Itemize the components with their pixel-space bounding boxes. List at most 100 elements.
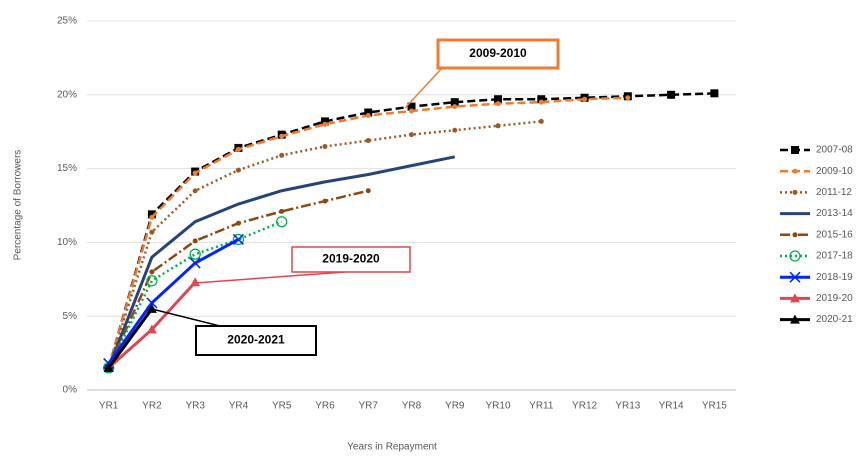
annotation-text: 2019-2020 (322, 252, 380, 266)
marker (538, 99, 544, 105)
legend-label: 2011-12 (816, 187, 852, 198)
marker (452, 104, 458, 110)
x-tick-label: YR10 (486, 401, 511, 412)
x-tick-label: YR15 (702, 401, 727, 412)
y-tick-label: 0% (63, 385, 78, 396)
x-tick-label: YR5 (272, 401, 292, 412)
marker (494, 95, 503, 104)
y-axis-label: Percentage of Borrowers (13, 150, 24, 261)
marker (538, 118, 544, 124)
x-tick-label: YR11 (529, 401, 554, 412)
marker (450, 98, 459, 107)
x-axis-label: Years in Repayment (347, 442, 437, 453)
y-tick-label: 20% (57, 89, 77, 100)
y-tick-label: 5% (63, 311, 78, 322)
legend-marker (789, 250, 801, 262)
legend-marker (790, 314, 800, 324)
x-tick-label: YR12 (572, 401, 597, 412)
marker (537, 95, 546, 104)
marker (322, 121, 328, 127)
marker (625, 95, 631, 101)
legend-marker (789, 271, 801, 283)
marker (365, 138, 371, 144)
annotation-text: 2009-2010 (469, 46, 527, 60)
marker (365, 188, 371, 194)
annotation-box (436, 38, 560, 70)
marker (192, 238, 198, 244)
marker (322, 143, 328, 149)
marker (190, 277, 201, 287)
marker (407, 102, 416, 111)
series-line (107, 120, 542, 369)
marker (582, 96, 588, 102)
x-tick-label: YR7 (359, 401, 379, 412)
annotation-text: 2020-2021 (227, 333, 285, 347)
marker (279, 208, 285, 214)
series-line (107, 155, 456, 369)
annotation-box (195, 325, 317, 356)
marker (322, 198, 328, 204)
x-tick-label: YR1 (99, 401, 119, 412)
marker (146, 303, 157, 313)
marker (409, 108, 414, 114)
annotation-arrow (194, 271, 346, 284)
y-tick-label: 25% (57, 16, 77, 27)
legend-label: 2009-10 (816, 166, 853, 177)
x-tick-label: YR14 (659, 401, 684, 412)
legend-marker (791, 146, 799, 154)
marker (495, 101, 501, 107)
marker (710, 89, 719, 98)
legend-label: 2017-18 (816, 251, 853, 262)
marker (452, 127, 458, 133)
x-tick-label: YR9 (445, 401, 465, 412)
marker (235, 167, 241, 173)
marker (235, 146, 241, 152)
marker (232, 233, 244, 245)
legend-label: 2018-19 (816, 272, 853, 283)
y-tick-label: 15% (57, 163, 77, 174)
legend-label: 2007-08 (816, 145, 853, 156)
legend-label: 2020-21 (816, 314, 853, 325)
marker (667, 90, 676, 99)
x-tick-label: YR13 (615, 401, 640, 412)
marker (103, 362, 114, 372)
annotation-arrow (404, 67, 443, 109)
marker (192, 170, 198, 176)
x-tick-label: YR6 (315, 401, 335, 412)
series-line (107, 307, 154, 369)
legend-label: 2013-14 (816, 208, 853, 219)
x-tick-label: YR3 (185, 401, 205, 412)
marker (320, 117, 329, 126)
legend-label: 2019-20 (816, 293, 853, 304)
marker (495, 123, 501, 129)
marker (235, 220, 241, 226)
marker (146, 324, 157, 334)
marker (189, 248, 201, 260)
legend-marker (792, 189, 798, 195)
legend-marker (790, 293, 800, 303)
legend-marker (792, 232, 798, 238)
marker (364, 108, 373, 117)
annotation-box (291, 246, 411, 273)
x-tick-label: YR4 (229, 401, 249, 412)
marker (149, 269, 155, 275)
x-tick-label: YR8 (402, 401, 422, 412)
marker (146, 297, 158, 309)
marker (365, 112, 371, 118)
marker (279, 152, 285, 158)
marker (279, 133, 285, 139)
marker (149, 229, 155, 235)
marker (276, 216, 288, 228)
marker (146, 275, 158, 287)
series-line (107, 238, 240, 365)
legend-marker (792, 168, 798, 174)
marker (232, 233, 245, 246)
y-tick-label: 10% (57, 237, 77, 248)
x-tick-label: YR2 (142, 401, 162, 412)
marker (149, 214, 155, 220)
marker (409, 132, 414, 138)
legend-label: 2015-16 (816, 229, 853, 240)
marker (192, 188, 198, 194)
marker (147, 210, 156, 219)
